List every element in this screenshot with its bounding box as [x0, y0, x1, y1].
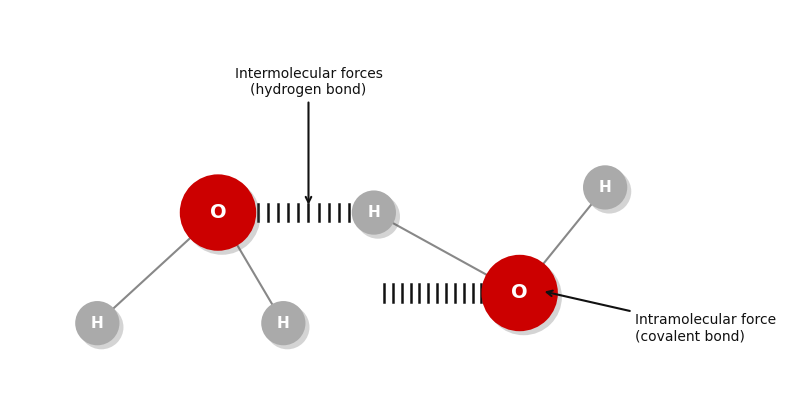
- Circle shape: [352, 190, 396, 234]
- Circle shape: [482, 255, 558, 331]
- Text: Intermolecular forces
(hydrogen bond): Intermolecular forces (hydrogen bond): [234, 67, 382, 202]
- Text: H: H: [367, 205, 380, 220]
- Text: Intramolecular force
(covalent bond): Intramolecular force (covalent bond): [546, 291, 777, 343]
- Text: H: H: [277, 315, 290, 330]
- Circle shape: [587, 169, 631, 213]
- Circle shape: [486, 259, 562, 335]
- Circle shape: [583, 165, 627, 209]
- Text: O: O: [511, 284, 528, 303]
- Text: H: H: [598, 180, 611, 195]
- Text: H: H: [91, 315, 104, 330]
- Circle shape: [356, 194, 400, 239]
- Circle shape: [75, 301, 119, 345]
- Circle shape: [184, 178, 260, 255]
- Text: O: O: [210, 203, 226, 222]
- Circle shape: [266, 305, 310, 349]
- Circle shape: [262, 301, 306, 345]
- Circle shape: [79, 305, 123, 349]
- Circle shape: [180, 174, 256, 251]
